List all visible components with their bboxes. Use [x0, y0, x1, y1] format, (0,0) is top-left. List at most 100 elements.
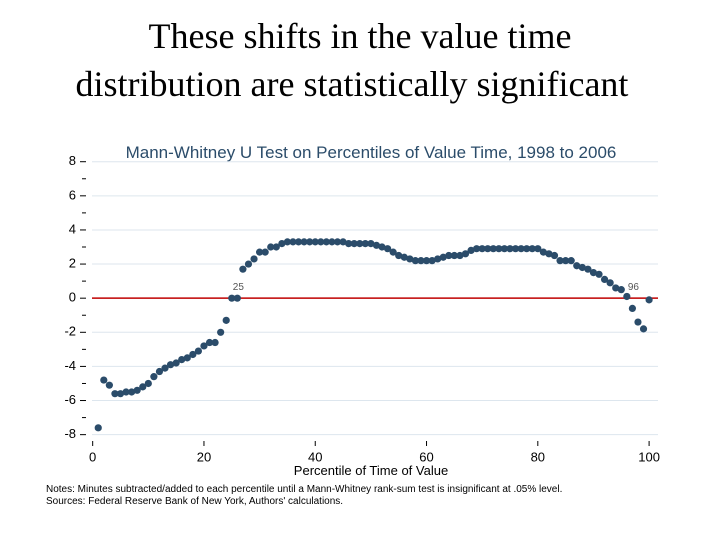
point	[617, 286, 625, 294]
point	[278, 239, 286, 248]
point	[411, 257, 420, 265]
x-tick-label: 100	[638, 449, 660, 464]
point	[589, 268, 598, 277]
note: Sources: Federal Reserve Bank of New Yor…	[46, 496, 343, 507]
point	[256, 248, 264, 256]
y-tick-label: -2	[64, 324, 76, 339]
x-tick-label: 40	[308, 449, 322, 464]
point	[122, 388, 130, 396]
point	[311, 238, 319, 246]
point	[144, 379, 152, 388]
point	[306, 238, 314, 246]
point	[183, 354, 191, 362]
point	[333, 238, 342, 246]
point	[94, 424, 102, 432]
point	[345, 239, 353, 248]
point	[434, 255, 442, 263]
point	[217, 328, 225, 336]
point	[461, 250, 470, 258]
point	[400, 253, 408, 261]
x-axis-label: Percentile of Time of Value	[294, 463, 448, 478]
point	[194, 347, 202, 355]
point	[534, 245, 542, 253]
point	[105, 381, 113, 389]
point	[233, 294, 241, 302]
point	[272, 243, 280, 251]
point	[161, 364, 169, 372]
point	[456, 251, 464, 260]
point	[600, 275, 609, 284]
point	[228, 294, 236, 302]
point	[139, 383, 147, 391]
annotation: 96	[628, 282, 640, 293]
point	[200, 342, 208, 350]
point	[322, 238, 330, 246]
point	[612, 284, 620, 292]
point	[350, 239, 358, 248]
y-tick-label: 0	[69, 290, 76, 305]
point	[172, 359, 180, 367]
point	[584, 265, 592, 273]
point	[339, 238, 347, 246]
point	[317, 238, 325, 246]
point	[328, 238, 336, 246]
point	[523, 245, 531, 253]
point	[239, 265, 247, 273]
slide-title: These shifts in the value time	[149, 16, 572, 56]
y-tick-label: 6	[69, 187, 76, 202]
point	[645, 296, 653, 304]
point	[573, 262, 581, 270]
point	[445, 251, 453, 260]
y-tick-label: 2	[69, 255, 76, 270]
point	[283, 238, 292, 246]
point	[378, 243, 386, 251]
point	[250, 255, 258, 263]
x-tick-label: 0	[89, 449, 96, 464]
point	[422, 257, 431, 265]
x-tick-label: 80	[531, 449, 545, 464]
y-tick-label: 4	[69, 221, 76, 236]
point	[222, 316, 230, 324]
point	[294, 238, 303, 246]
point	[623, 292, 631, 301]
point	[289, 238, 297, 246]
point	[356, 239, 364, 248]
note: Notes: Minutes subtracted/added to each …	[46, 484, 562, 495]
point	[517, 245, 525, 253]
y-tick-label: -4	[64, 358, 76, 373]
point	[116, 390, 125, 398]
point	[111, 390, 119, 398]
point	[367, 239, 375, 248]
point	[495, 245, 503, 253]
point	[417, 257, 425, 265]
point	[383, 245, 392, 253]
point	[261, 248, 269, 256]
point	[128, 388, 136, 396]
point	[211, 338, 219, 347]
point	[500, 245, 509, 253]
x-tick-label: 20	[197, 449, 211, 464]
point	[389, 248, 397, 256]
point	[628, 304, 637, 313]
point	[244, 260, 253, 268]
point	[150, 373, 158, 381]
point	[439, 253, 447, 261]
point	[484, 245, 492, 253]
point	[395, 251, 403, 260]
y-tick-label: -6	[64, 392, 76, 407]
point	[489, 245, 497, 253]
point	[562, 257, 570, 265]
point	[550, 251, 559, 260]
point	[166, 361, 175, 369]
point	[372, 241, 381, 249]
point	[467, 246, 475, 255]
point	[528, 245, 536, 253]
point	[595, 270, 603, 278]
point	[478, 245, 486, 253]
point	[578, 263, 586, 272]
chart-title: Mann-Whitney U Test on Percentiles of Va…	[126, 143, 617, 162]
point	[189, 350, 197, 359]
point	[473, 245, 481, 253]
point	[155, 367, 164, 376]
